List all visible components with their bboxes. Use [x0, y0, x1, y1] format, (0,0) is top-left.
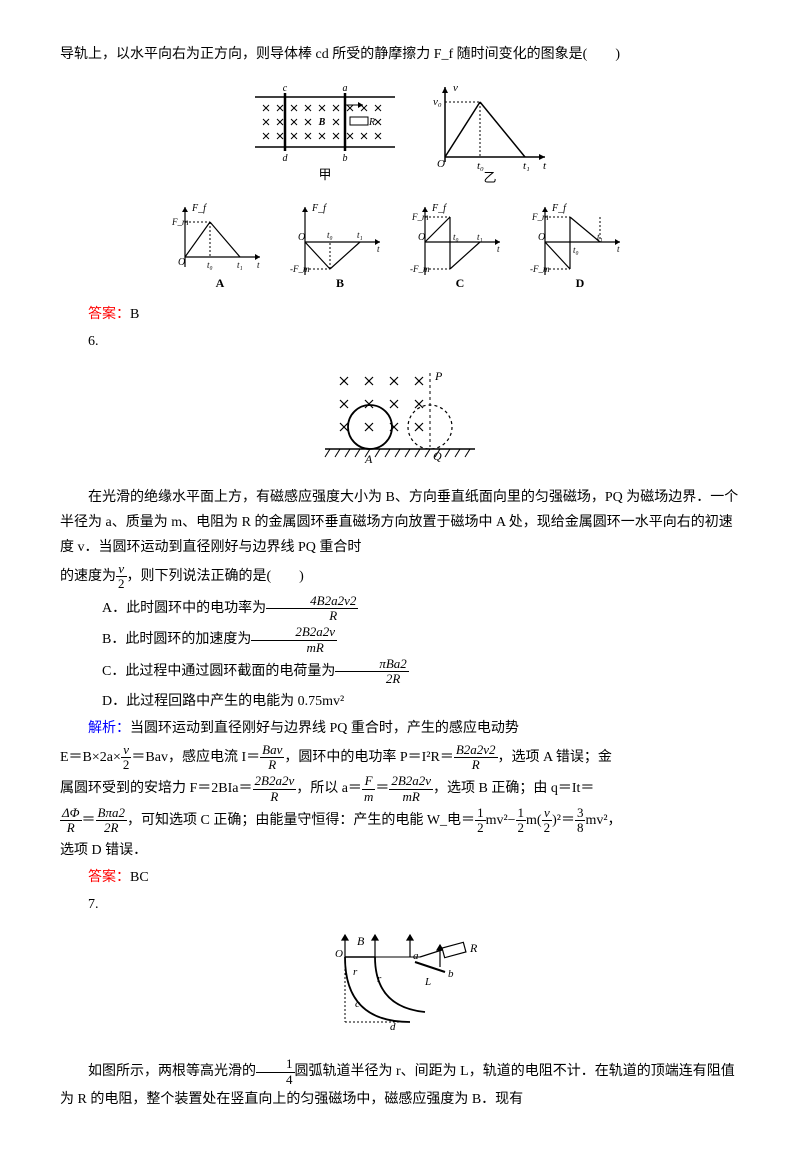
svg-text:t₀: t₀: [207, 260, 213, 270]
figure-option-c: F_m F_f O t₀ t₁ t -F_m C: [410, 197, 510, 292]
svg-text:F_f: F_f: [191, 203, 207, 214]
answer-label: 答案：: [88, 307, 130, 322]
svg-text:t₁: t₁: [523, 160, 530, 172]
svg-text:t: t: [497, 244, 500, 254]
q6-analysis: 解析：当圆环运动到直径刚好与边界线 PQ 重合时，产生的感应电动势: [60, 716, 740, 741]
q7-num: 7.: [60, 892, 740, 917]
figure-option-a: F_m F_f O t₀ t₁ t A: [170, 197, 270, 292]
q7-figure: B R O r r L a b c d: [60, 927, 740, 1047]
q6-answer: 答案：BC: [60, 865, 740, 890]
svg-text:B: B: [336, 276, 344, 290]
svg-text:A: A: [364, 452, 373, 466]
svg-text:B: B: [357, 934, 365, 948]
q6-analysis-line5: 选项 D 错误．: [60, 838, 740, 863]
q6-option-a: A．此时圆环中的电功率为4B2a2v2R: [60, 594, 740, 624]
figure-jia: R B c a d b 甲: [245, 77, 405, 187]
svg-text:甲: 甲: [318, 167, 331, 182]
svg-text:a: a: [343, 83, 348, 94]
svg-text:O: O: [335, 948, 343, 960]
svg-text:O: O: [178, 257, 185, 268]
svg-text:v: v: [453, 82, 458, 94]
svg-text:t: t: [617, 244, 620, 254]
svg-text:F_m: F_m: [171, 217, 189, 227]
svg-text:L: L: [424, 976, 431, 988]
svg-text:C: C: [456, 276, 465, 290]
q6-body1: 在光滑的绝缘水平面上方，有磁感应强度大小为 B、方向垂直纸面向里的匀强磁场，PQ…: [60, 485, 740, 561]
svg-text:r: r: [377, 973, 382, 985]
svg-text:O: O: [437, 158, 445, 170]
svg-text:-F_m: -F_m: [530, 264, 550, 274]
q6-num: 6.: [60, 329, 740, 354]
svg-text:F_m: F_m: [411, 212, 429, 222]
svg-text:P: P: [434, 369, 443, 383]
svg-text:F_f: F_f: [311, 203, 327, 214]
svg-text:B: B: [318, 117, 326, 128]
svg-text:t: t: [543, 160, 547, 172]
q7-body: 如图所示，两根等高光滑的14圆弧轨道半径为 r、间距为 L，轨道的电阻不计．在轨…: [60, 1057, 740, 1112]
svg-text:乙: 乙: [483, 170, 496, 185]
q5-option-figures: F_m F_f O t₀ t₁ t A F_f O t₀ t₁ t -F_m B: [60, 197, 740, 292]
svg-text:A: A: [216, 276, 225, 290]
q6-analysis-line3: 属圆环受到的安培力 F＝2BIa＝2B2a2vR，所以 a＝Fm＝2B2a2vm…: [60, 774, 740, 804]
svg-text:t₁: t₁: [357, 230, 363, 240]
svg-text:c: c: [355, 998, 360, 1010]
svg-text:R: R: [469, 941, 478, 955]
svg-text:t₀: t₀: [573, 245, 579, 255]
figure-yi: O v v₀ t₀ t₁ t 乙: [425, 77, 555, 187]
svg-text:O: O: [298, 232, 305, 243]
svg-text:b: b: [343, 153, 348, 164]
svg-text:O: O: [418, 232, 425, 243]
svg-text:Q: Q: [433, 449, 442, 463]
svg-text:t₁: t₁: [237, 260, 243, 270]
answer-value: BC: [130, 870, 149, 885]
svg-text:b: b: [448, 968, 454, 980]
q6-option-d: D．此过程回路中产生的电能为 0.75mv²: [60, 689, 740, 714]
q5-top-figures: R B c a d b 甲 O v v₀ t₀ t₁ t 乙: [60, 77, 740, 187]
figure-option-b: F_f O t₀ t₁ t -F_m B: [290, 197, 390, 292]
svg-text:d: d: [390, 1021, 396, 1033]
svg-text:D: D: [576, 276, 585, 290]
svg-text:R: R: [368, 117, 375, 128]
svg-text:t: t: [257, 260, 260, 270]
analysis-label: 解析：: [88, 721, 130, 736]
svg-text:t₁: t₁: [597, 232, 603, 242]
q5-intro: 导轨上，以水平向右为正方向，则导体棒 cd 所受的静摩擦力 F_f 随时间变化的…: [60, 42, 740, 67]
svg-text:-F_m: -F_m: [410, 264, 430, 274]
answer-label: 答案：: [88, 870, 130, 885]
svg-text:c: c: [283, 83, 288, 94]
svg-text:v₀: v₀: [433, 96, 442, 108]
svg-text:t: t: [377, 244, 380, 254]
q6-option-b: B．此时圆环的加速度为2B2a2vmR: [60, 625, 740, 655]
q6-analysis-line2: E＝B×2a×v2＝Bav，感应电流 I＝BavR，圆环中的电功率 P＝I²R＝…: [60, 743, 740, 773]
svg-text:-F_m: -F_m: [290, 264, 310, 274]
svg-text:t₁: t₁: [477, 232, 483, 242]
svg-text:t₀: t₀: [327, 230, 333, 240]
figure-option-d: F_m F_f O t₀ t₁ t -F_m D: [530, 197, 630, 292]
svg-text:a: a: [413, 950, 419, 962]
q6-body2: 的速度为v2，则下列说法正确的是( ): [60, 562, 740, 592]
q6-analysis-line4: ΔΦR＝Bπa22R，可知选项 C 正确；由能量守恒得：产生的电能 W_电＝12…: [60, 806, 740, 836]
svg-text:F_f: F_f: [431, 203, 447, 214]
answer-value: B: [130, 307, 139, 322]
svg-text:t₀: t₀: [453, 232, 459, 242]
q6-figure: P Q A: [60, 365, 740, 475]
svg-text:d: d: [283, 153, 289, 164]
q6-option-c: C．此过程中通过圆环截面的电荷量为πBa22R: [60, 657, 740, 687]
svg-text:r: r: [353, 966, 358, 978]
svg-text:O: O: [538, 232, 545, 243]
svg-text:F_m: F_m: [531, 212, 549, 222]
q5-answer: 答案：B: [60, 302, 740, 327]
svg-text:F_f: F_f: [551, 203, 567, 214]
